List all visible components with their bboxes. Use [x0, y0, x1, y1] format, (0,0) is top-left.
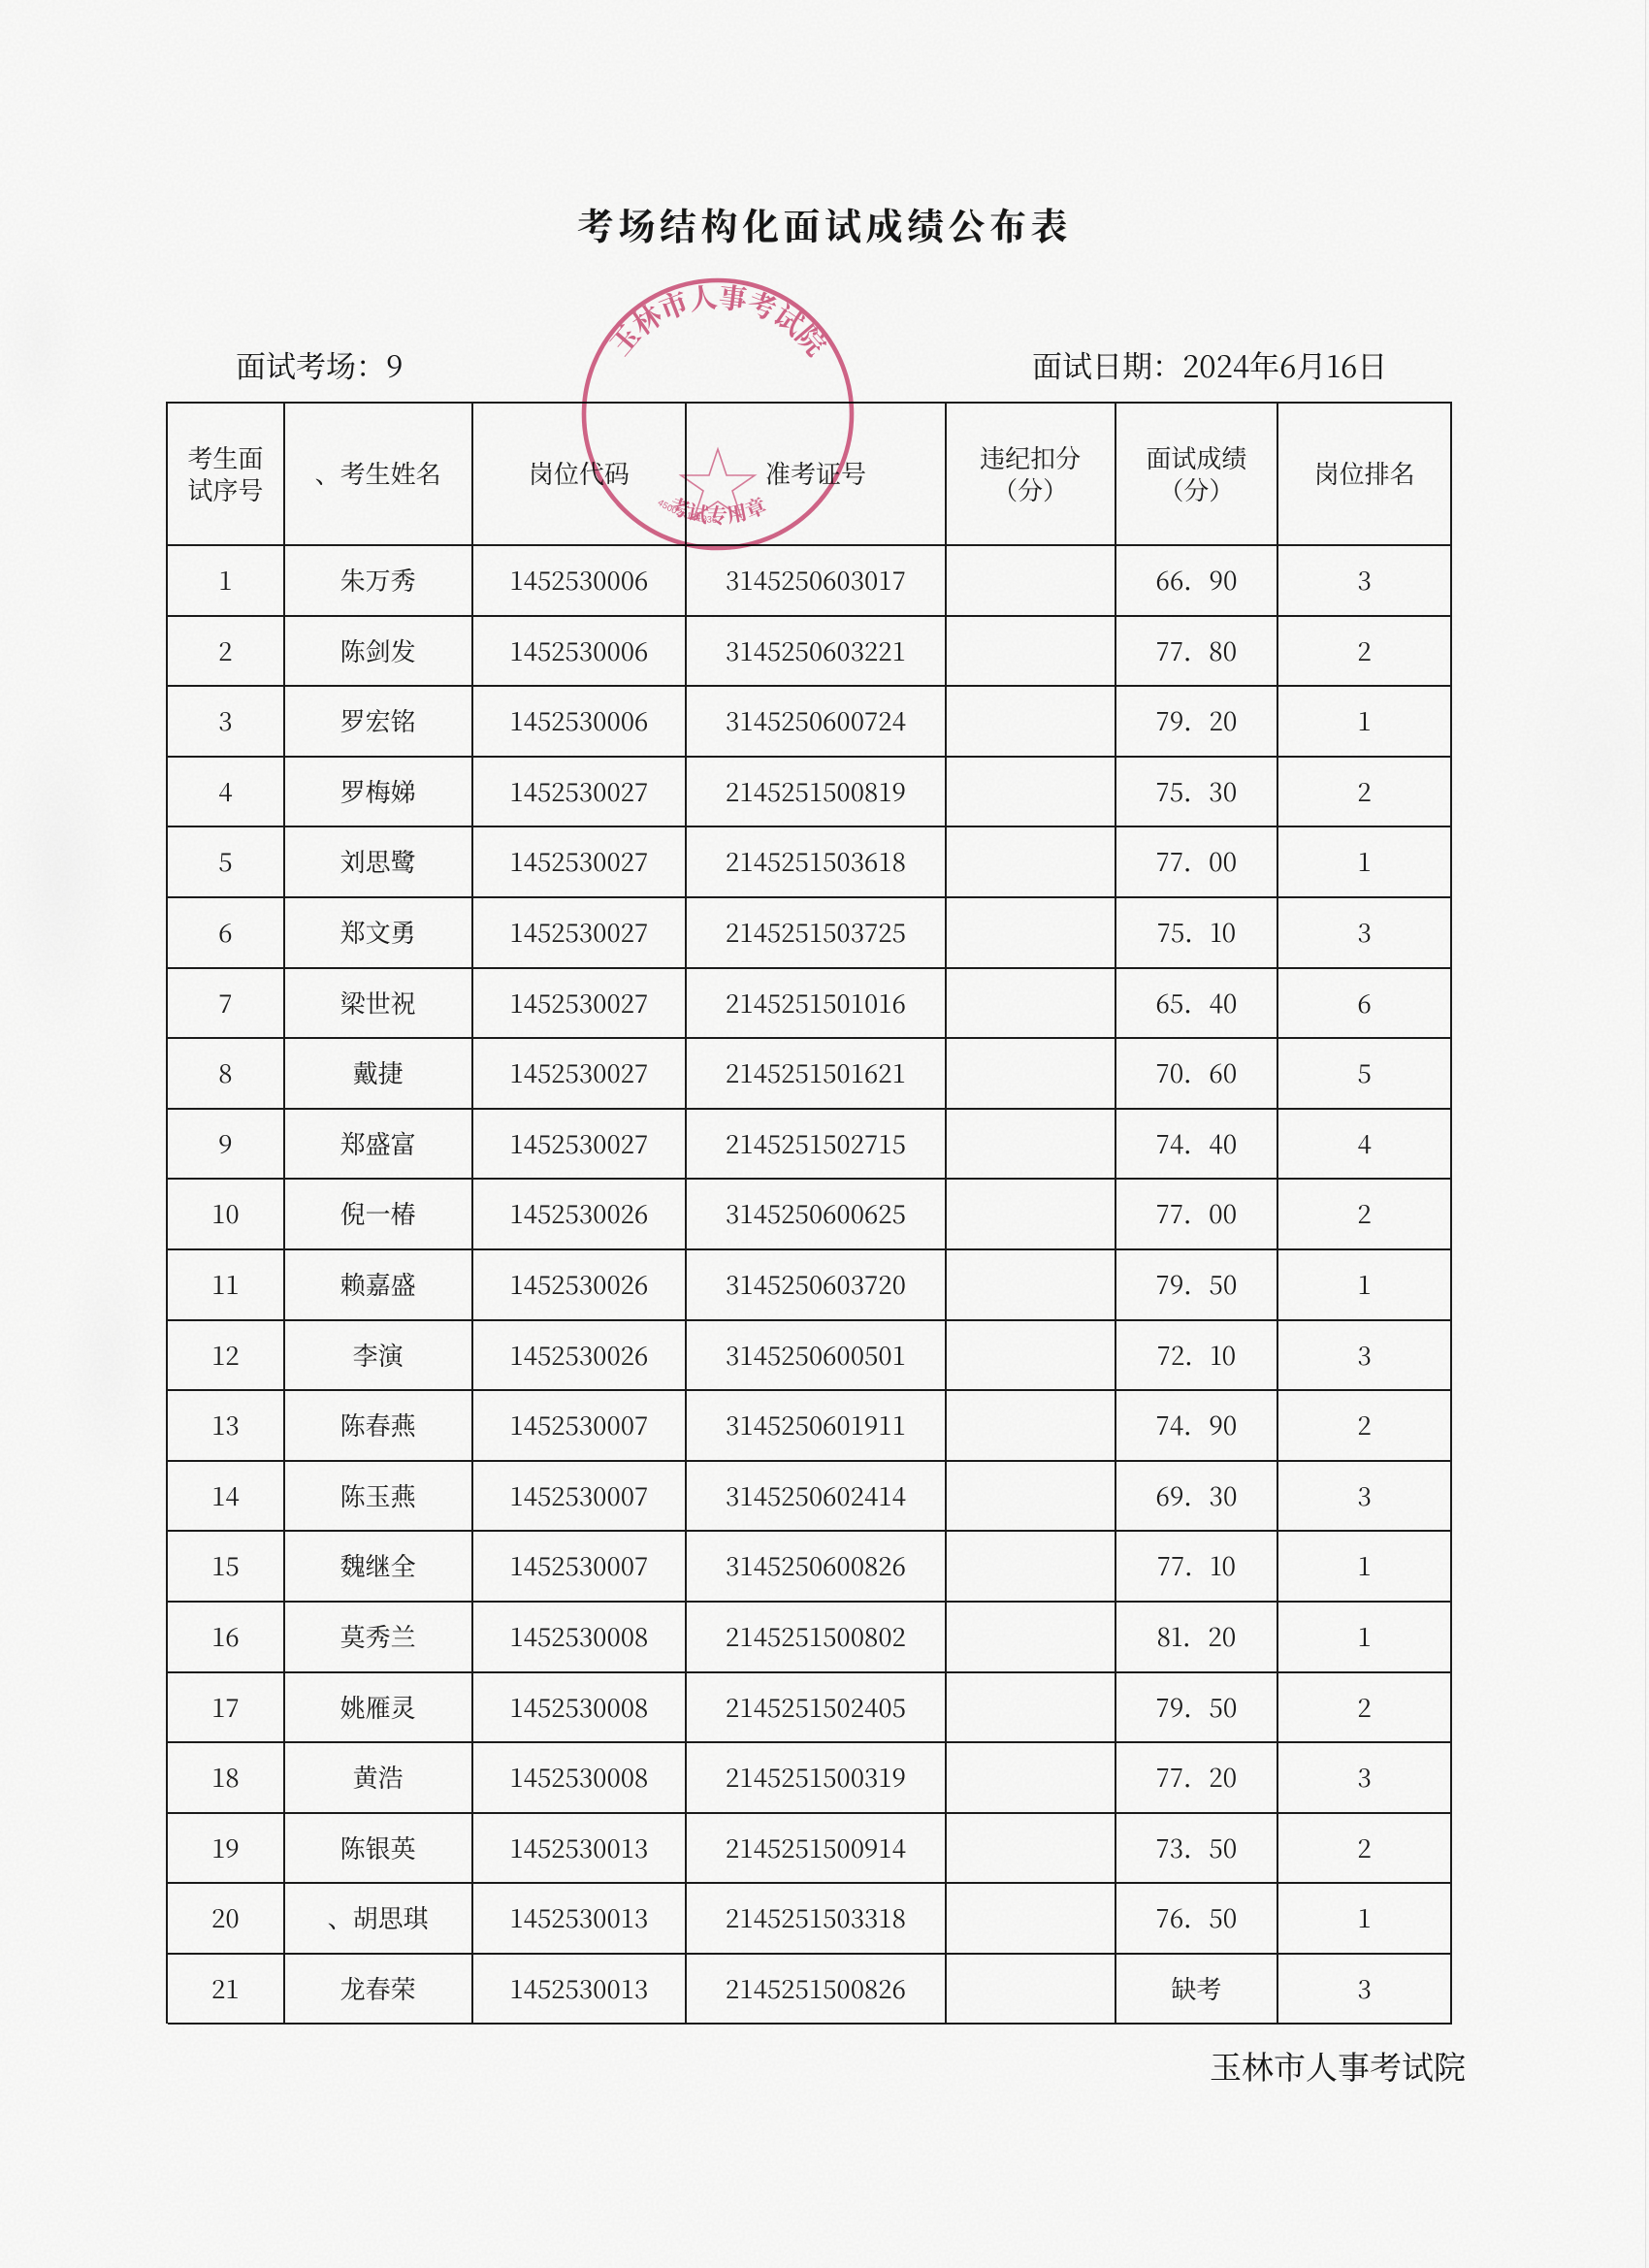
svg-text:玉林市人事考试院: 玉林市人事考试院	[599, 275, 836, 363]
